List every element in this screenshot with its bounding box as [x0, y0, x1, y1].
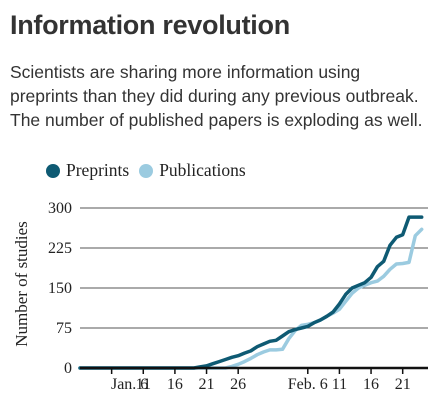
x-tick-label: 16 — [167, 376, 183, 393]
x-tick-label: 16 — [363, 376, 379, 393]
series-line-preprints — [78, 215, 424, 370]
y-tick-label: 0 — [64, 360, 72, 377]
y-tick-label: 150 — [48, 280, 72, 297]
y-tick-label: 75 — [56, 320, 72, 337]
chart-legend: Preprints Publications — [46, 160, 256, 181]
x-tick-label: Jan. 6 — [111, 376, 148, 393]
series-line-publications — [78, 227, 424, 370]
y-axis-label: Number of studies — [12, 221, 31, 347]
subtitle-line: preprints than they did during any previ… — [10, 86, 419, 106]
x-tick-label: 11 — [136, 376, 151, 393]
gridlines — [80, 207, 428, 329]
y-tick-label: 300 — [48, 200, 72, 217]
y-tick-label: 225 — [48, 240, 72, 257]
x-tick-label: Feb. 6 — [288, 376, 328, 393]
legend-swatch-preprints — [46, 163, 60, 178]
legend-label-publications: Publications — [159, 160, 246, 180]
subtitle-line: Scientists are sharing more information … — [10, 62, 361, 82]
x-tick-label: 26 — [230, 376, 246, 393]
x-tick-label: 21 — [199, 376, 215, 393]
subtitle-line: The number of published papers is explod… — [10, 110, 423, 130]
legend-item-preprints: Preprints — [46, 160, 129, 181]
legend-swatch-publications — [139, 163, 154, 178]
series-lines — [78, 215, 424, 370]
chart-subtitle: Scientists are sharing more information … — [10, 60, 440, 132]
legend-item-publications: Publications — [139, 160, 246, 181]
chart-title: Information revolution — [10, 10, 290, 40]
x-tick-label: 11 — [332, 376, 347, 393]
legend-label-preprints: Preprints — [66, 160, 130, 180]
x-tick-label: 21 — [395, 376, 411, 393]
